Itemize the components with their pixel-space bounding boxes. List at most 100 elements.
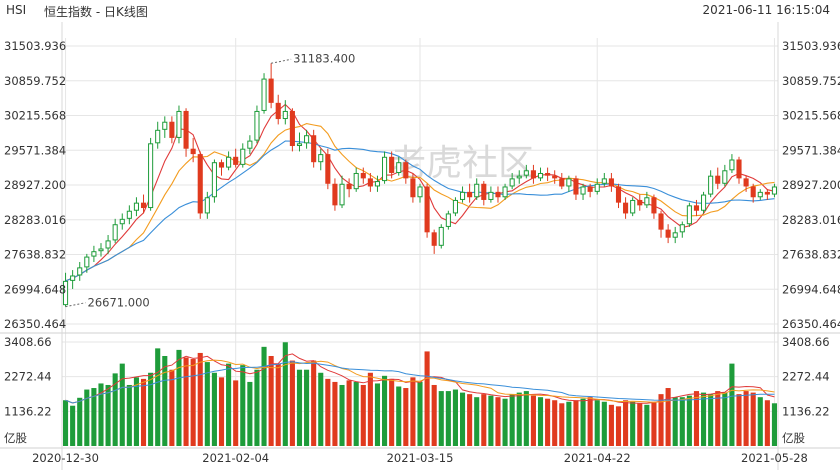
volume-bar-up	[133, 377, 139, 446]
candle-body-down	[608, 178, 614, 187]
date-tick-label: 2021-05-28	[741, 451, 808, 465]
candle-body-up	[672, 232, 678, 238]
volume-ma20-line	[65, 361, 775, 404]
candle-body-up	[417, 186, 423, 198]
volume-bar-down	[693, 391, 700, 446]
volume-bar-down	[743, 391, 749, 446]
volume-bar-down	[545, 398, 551, 446]
price-tick-label-left: 28283.016	[4, 213, 66, 227]
candle-body-up	[516, 175, 522, 179]
price-tick-label-left: 30859.752	[4, 74, 66, 88]
volume-ma-lines	[65, 353, 775, 404]
candle-body-up	[382, 156, 388, 182]
volume-bar-up	[566, 401, 572, 446]
candle-body-up	[62, 280, 69, 306]
candle-body-up	[77, 267, 83, 276]
price-tick-label-right: 26994.648	[782, 282, 840, 296]
volume-bar-up	[459, 392, 466, 446]
volume-bar-up	[339, 384, 345, 446]
volume-axis-right: 3408.66 2272.44 1136.22 亿股	[782, 335, 830, 445]
volume-bar-up	[247, 381, 253, 446]
volume-bar-down	[615, 406, 622, 446]
candle-body-up	[204, 197, 210, 214]
candle-body-up	[729, 159, 735, 171]
volume-bar-up	[296, 369, 303, 446]
candle-body-up	[318, 154, 324, 163]
volume-bar-down	[530, 395, 536, 446]
volume-bar-up	[353, 381, 359, 446]
candle-body-up	[396, 162, 402, 173]
price-tick-label-right: 26350.464	[782, 317, 840, 331]
candle-body-up	[630, 199, 636, 214]
volume-bar-down	[552, 400, 558, 446]
candle-body-up	[155, 129, 161, 144]
candle-body-down	[325, 154, 331, 184]
candle-body-down	[169, 121, 175, 138]
candle-body-down	[530, 170, 536, 179]
candle-body-down	[289, 110, 295, 147]
volume-bar-up	[757, 397, 763, 446]
volume-bar-down	[467, 394, 473, 446]
date-tick-label: 2021-03-15	[387, 451, 454, 465]
high-label: 31183.400	[293, 51, 355, 65]
volume-bar-up	[502, 398, 508, 446]
candle-body-up	[98, 248, 104, 252]
timestamp: 2021-06-11 16:15:04	[702, 3, 830, 17]
volume-bar-down	[311, 360, 317, 446]
volume-bar-down	[665, 388, 671, 446]
candle-body-up	[474, 183, 480, 198]
volume-tick-label-right: 3408.66	[782, 335, 830, 349]
price-tick-label-right: 30859.752	[782, 74, 840, 88]
price-tick-label-right: 28927.200	[782, 178, 840, 192]
volume-bar-up	[701, 392, 707, 446]
candle-body-down	[559, 178, 565, 187]
price-tick-label-left: 27638.832	[4, 248, 66, 262]
volume-bar-down	[325, 378, 331, 446]
volume-bar-up	[601, 401, 607, 446]
candle-body-down	[658, 213, 664, 230]
volume-bar-down	[169, 369, 175, 446]
volume-bar-up	[62, 400, 69, 446]
volume-bar-down	[183, 357, 189, 446]
candle-body-up	[240, 148, 246, 165]
volume-bar-up	[304, 369, 310, 446]
volume-bar-down	[559, 403, 565, 446]
candle-body-up	[162, 121, 168, 130]
volume-bar-down	[367, 372, 373, 446]
price-axis-left: 31503.936 30859.752 30215.568 29571.384 2892…	[4, 39, 66, 331]
candle-body-up	[296, 143, 303, 147]
candle-body-down	[403, 162, 409, 179]
volume-bar-up	[155, 348, 161, 446]
volume-bar-up	[374, 383, 381, 446]
candle-body-up	[488, 191, 494, 200]
chart-header: HSI 恒生指数 - 日K线图 2021-06-11 16:15:04	[0, 0, 840, 22]
price-tick-label-right: 27638.832	[782, 248, 840, 262]
volume-bar-up	[488, 395, 494, 446]
candle-body-down	[424, 186, 430, 233]
candle-body-up	[509, 178, 515, 187]
volume-bar-up	[240, 365, 246, 446]
volume-bar-down	[715, 391, 721, 446]
candle-body-up	[105, 240, 111, 249]
candle-body-down	[431, 232, 437, 246]
volume-tick-label-left: 2272.44	[4, 370, 52, 384]
volume-bar-up	[282, 342, 288, 446]
candle-body-up	[261, 78, 267, 111]
candle-body-up	[722, 170, 728, 184]
candle-body-down	[736, 159, 742, 179]
grid-lines	[0, 22, 840, 470]
volume-bar-down	[608, 404, 614, 446]
volume-bar-down	[750, 392, 756, 446]
candle-body-down	[360, 172, 366, 179]
volume-bar-up	[226, 363, 232, 446]
candle-body-down	[275, 102, 281, 120]
candle-body-up	[247, 140, 253, 149]
volume-bar-up	[679, 397, 685, 446]
volume-bar-down	[197, 352, 203, 446]
candle-body-down	[651, 197, 657, 214]
volume-bar-up	[126, 384, 132, 446]
volume-bar-up	[105, 384, 111, 446]
volume-bar-down	[573, 400, 579, 446]
price-tick-label-right: 28283.016	[782, 213, 840, 227]
